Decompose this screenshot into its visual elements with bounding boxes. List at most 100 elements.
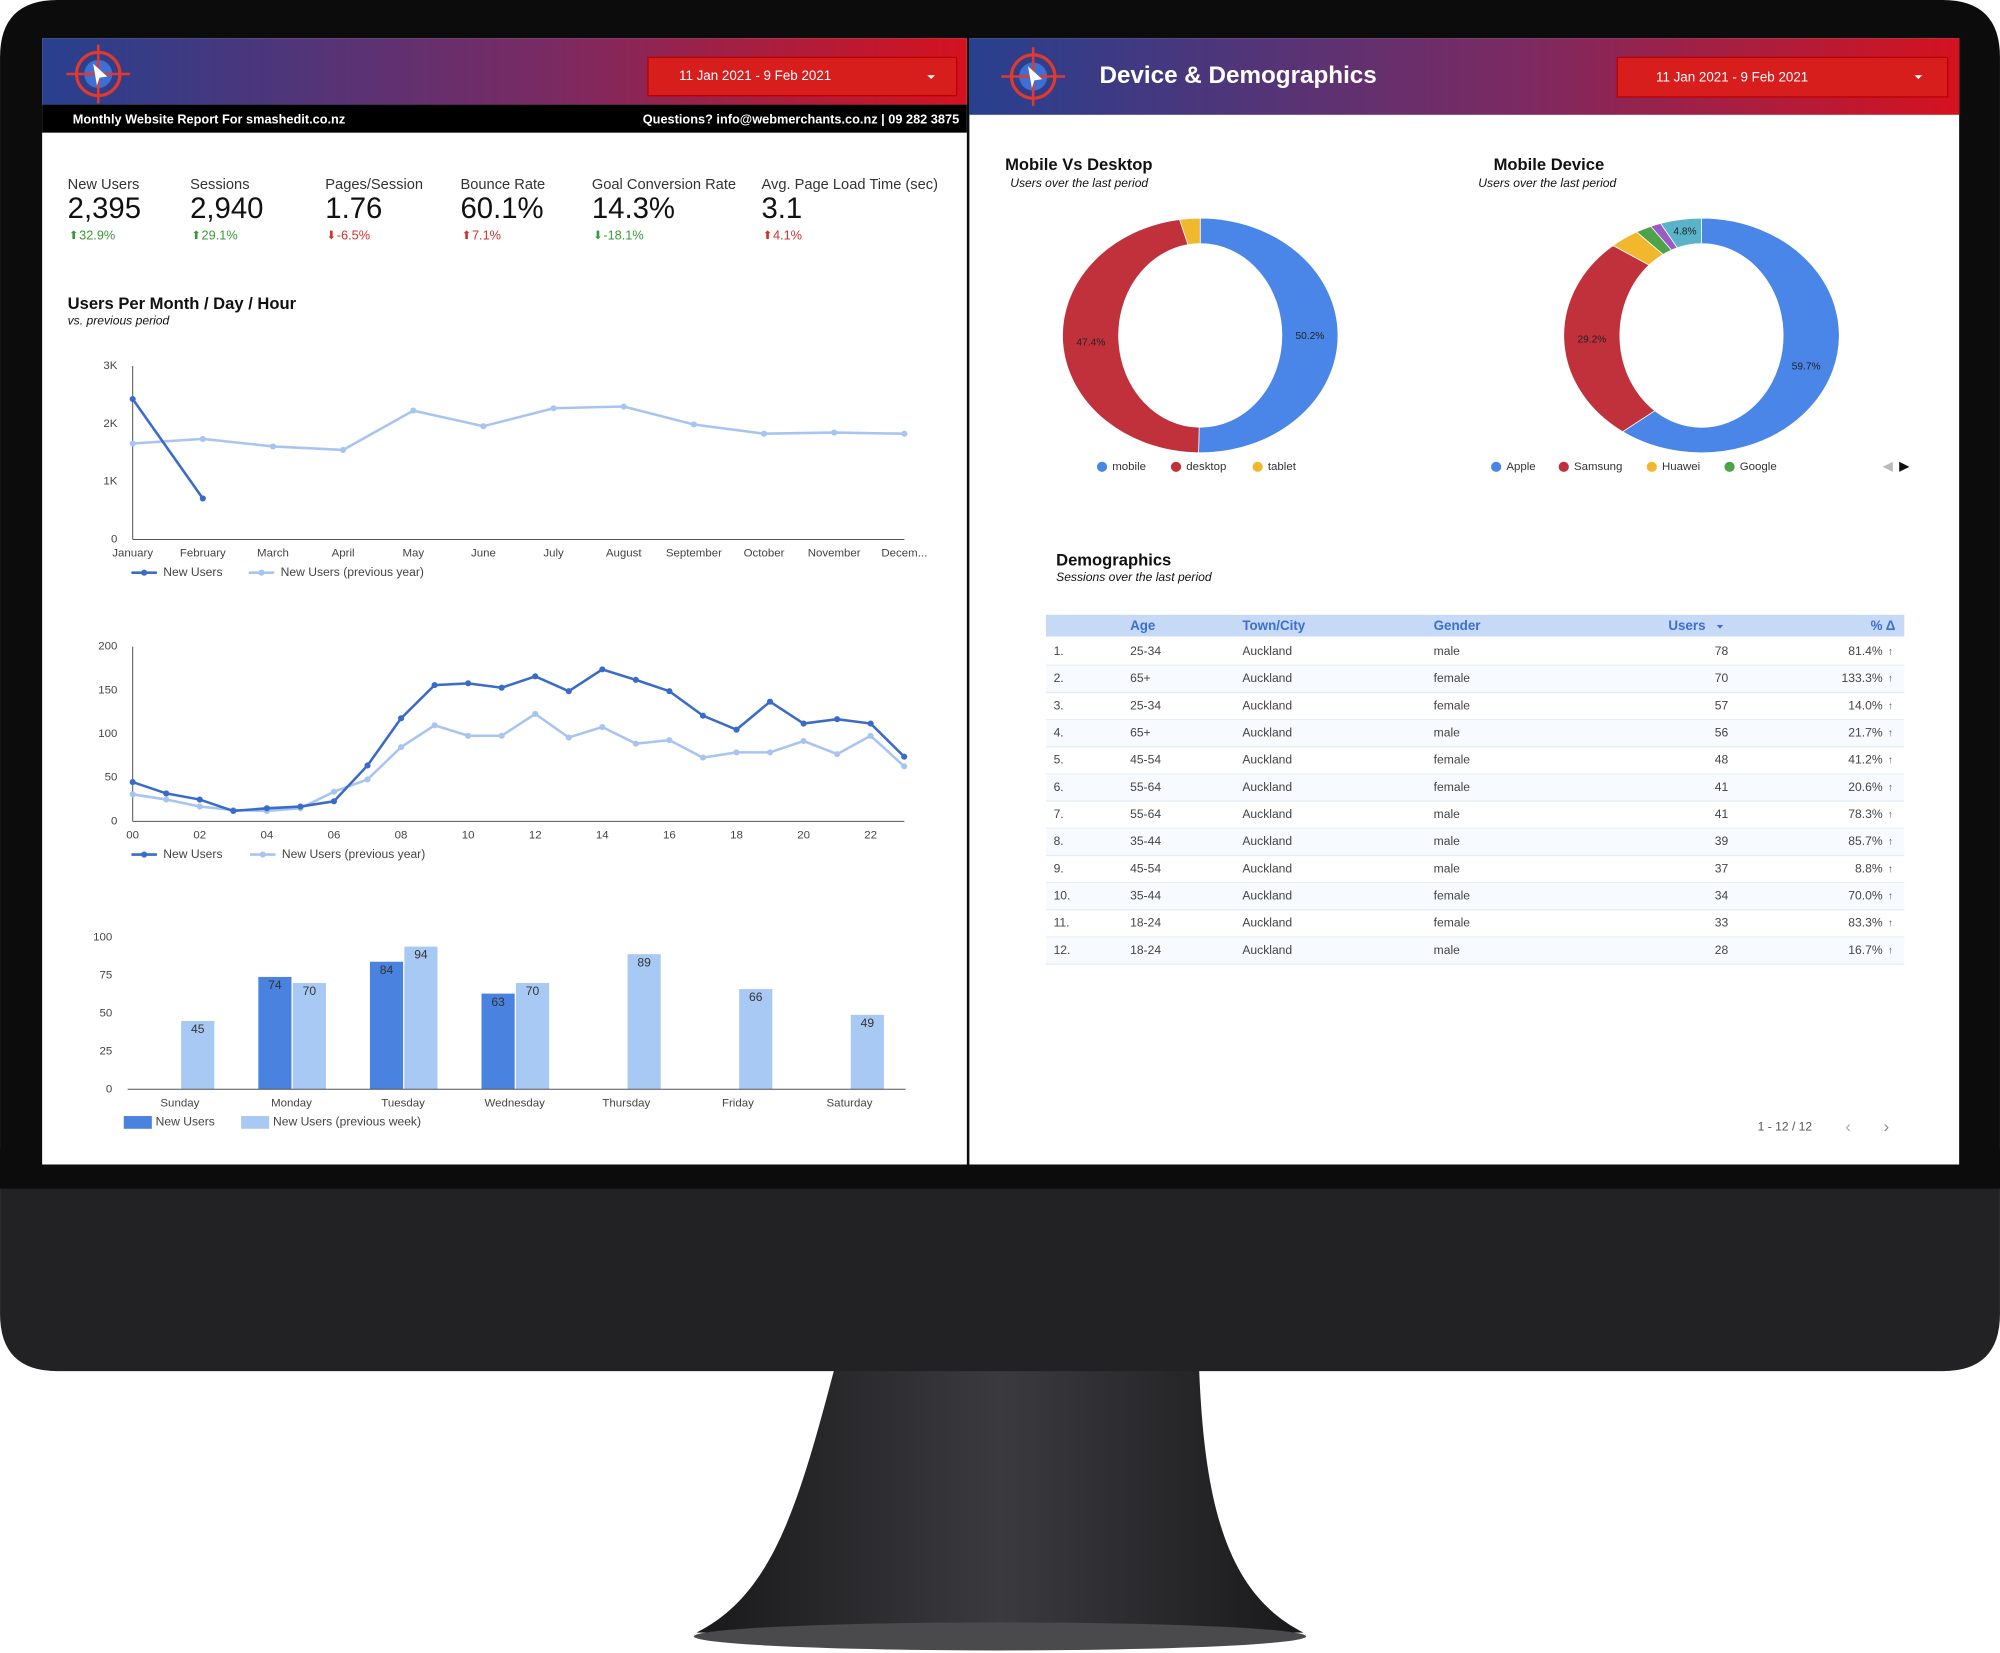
table-cell: 33 — [1715, 916, 1729, 930]
y-tick-label: 200 — [98, 641, 117, 653]
dropdown-caret[interactable] — [927, 75, 935, 80]
data-point — [129, 779, 136, 786]
kpi-value: 14.3% — [592, 192, 675, 225]
table-cell: 2. — [1054, 671, 1064, 685]
data-point — [760, 430, 768, 437]
pie-slice — [1198, 217, 1339, 454]
bar-label: 63 — [491, 995, 505, 1009]
kpi-value: 60.1% — [460, 192, 543, 225]
data-point — [901, 753, 908, 760]
pie-slice — [1179, 217, 1201, 246]
table-cell: 1. — [1054, 644, 1064, 658]
x-tick-label: June — [471, 548, 496, 560]
table-cell: 83.3% — [1848, 916, 1883, 930]
table-cell: 3. — [1054, 698, 1064, 712]
y-tick-label: 50 — [105, 772, 118, 784]
row-band — [1045, 719, 1905, 748]
data-point — [431, 682, 438, 689]
table-cell: Auckland — [1242, 943, 1292, 957]
table-header: Age — [1130, 618, 1155, 633]
legend-dot — [141, 851, 148, 858]
stand — [696, 1364, 1304, 1633]
series-line — [131, 398, 204, 500]
pie-slice — [1062, 219, 1200, 454]
data-point — [699, 754, 707, 761]
kpi-change: -18.1% — [603, 227, 643, 242]
up-arrow: ↑ — [1888, 646, 1893, 657]
table-cell: Auckland — [1242, 671, 1292, 685]
x-tick-label: 14 — [596, 829, 609, 841]
pager-prev[interactable]: ‹ — [1845, 1117, 1851, 1136]
table-cell: female — [1434, 888, 1471, 902]
table-cell: 37 — [1715, 861, 1729, 875]
bar — [258, 976, 292, 1090]
x-tick-label: 18 — [730, 829, 743, 841]
date-range[interactable]: 11 Jan 2021 - 9 Feb 2021 — [679, 68, 831, 83]
bar — [515, 982, 550, 1090]
chart-title: Mobile Device — [1494, 155, 1605, 174]
dropdown-caret[interactable] — [1914, 75, 1923, 80]
data-point — [129, 440, 136, 447]
table-cell: male — [1434, 943, 1461, 957]
legend-label: New Users — [163, 847, 222, 861]
data-point — [733, 749, 740, 756]
data-point — [196, 796, 203, 803]
table-cell: 55-64 — [1130, 780, 1161, 794]
date-box[interactable] — [1616, 56, 1949, 98]
date-range[interactable]: 11 Jan 2021 - 9 Feb 2021 — [1656, 69, 1808, 84]
table-cell: male — [1434, 644, 1461, 658]
legend-dot — [1096, 461, 1108, 472]
up-arrow: ↑ — [1888, 674, 1893, 685]
table-cell: 65+ — [1130, 671, 1151, 685]
legend-prev[interactable] — [1882, 461, 1893, 472]
legend-label: mobile — [1112, 461, 1146, 473]
data-point — [163, 796, 170, 803]
kpi-arrow: ⬆ — [191, 230, 201, 242]
data-point — [867, 720, 874, 727]
x-tick-label: October — [744, 548, 785, 560]
pager-next[interactable]: › — [1884, 1117, 1890, 1136]
data-point — [364, 762, 371, 769]
data-point — [397, 715, 405, 722]
date-box[interactable] — [647, 56, 958, 97]
slice-label: 59.7% — [1792, 362, 1821, 373]
table-cell: male — [1434, 725, 1461, 739]
kpi-value: 1.76 — [325, 192, 382, 225]
table-cell: 81.4% — [1848, 644, 1883, 658]
y-tick-label: 25 — [100, 1045, 113, 1057]
page-title: Device & Demographics — [1099, 62, 1376, 89]
up-arrow: ↑ — [1888, 728, 1893, 739]
data-point — [690, 421, 697, 428]
kpi-change: 29.1% — [202, 227, 238, 242]
kpi-value: 2,940 — [190, 192, 263, 225]
legend-dot — [258, 569, 265, 576]
table-cell: female — [1434, 916, 1471, 930]
table-cell: Auckland — [1242, 916, 1292, 930]
data-point — [532, 710, 539, 717]
y-tick-label: 3K — [103, 360, 117, 372]
up-arrow: ↑ — [1888, 701, 1893, 712]
series-line — [132, 712, 906, 813]
table-header: % Δ — [1871, 618, 1896, 633]
data-point — [230, 807, 237, 814]
table-header: Town/City — [1242, 618, 1305, 633]
legend-swatch — [123, 1116, 152, 1129]
x-tick-label: Sunday — [160, 1097, 199, 1109]
table-cell: 41 — [1715, 780, 1729, 794]
data-point — [340, 446, 347, 453]
legend-next[interactable] — [1899, 461, 1910, 472]
table-cell: 21.7% — [1848, 725, 1883, 739]
kpi-change: 4.1% — [773, 227, 802, 242]
row-band — [1045, 774, 1905, 802]
table-cell: female — [1434, 780, 1471, 794]
data-point — [834, 751, 841, 758]
date-picker[interactable]: 11 Jan 2021 - 9 Feb 2021 — [1616, 56, 1949, 98]
data-point — [364, 776, 371, 783]
x-tick-label: 08 — [395, 829, 408, 841]
date-picker[interactable]: 11 Jan 2021 - 9 Feb 2021 — [647, 56, 958, 97]
kpi-label: Avg. Page Load Time (sec) — [761, 177, 938, 193]
x-tick-label: April — [332, 548, 355, 560]
y-tick-label: 2K — [103, 418, 117, 430]
